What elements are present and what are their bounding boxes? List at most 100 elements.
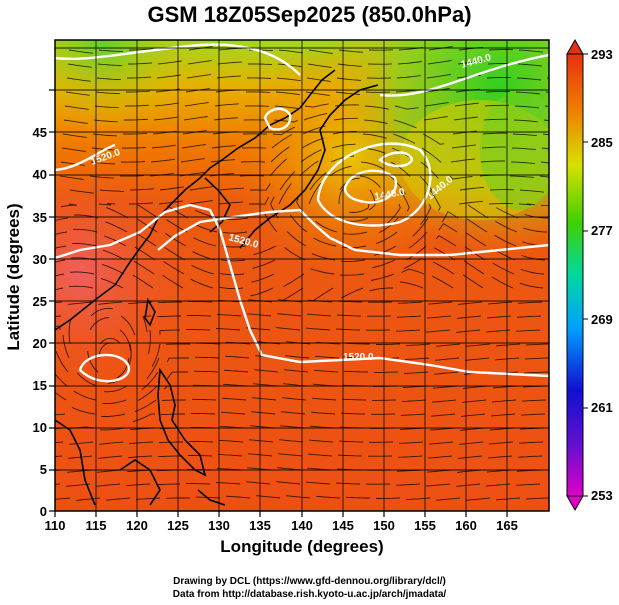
x-tick-label: 110 (45, 518, 66, 533)
streamline (55, 497, 71, 500)
streamline (126, 483, 151, 487)
streamline (492, 399, 517, 403)
streamline (412, 217, 429, 237)
streamline (540, 161, 549, 164)
streamline (426, 329, 451, 333)
streamline (335, 328, 361, 331)
y-tick-label: 15 (33, 378, 47, 393)
y-axis-title: Latitude (degrees) (4, 203, 23, 351)
streamline (153, 116, 178, 121)
streamline (523, 227, 548, 233)
streamline (359, 175, 381, 188)
streamline (330, 155, 355, 163)
streamline (422, 133, 445, 145)
streamline (76, 372, 98, 387)
streamline (132, 413, 156, 423)
colorbar-scale (566, 53, 584, 497)
streamline (395, 329, 421, 332)
streamline (387, 203, 401, 224)
streamline (185, 329, 211, 331)
colorbar: 253 261 269 277 285 293 (566, 38, 613, 512)
streamline (310, 268, 335, 275)
streamline (283, 273, 305, 287)
streamline (64, 105, 89, 110)
temperature-field (55, 40, 549, 511)
streamline (59, 175, 84, 180)
streamline (517, 455, 543, 458)
x-tick-label: 140 (291, 518, 313, 533)
streamline (225, 355, 250, 359)
streamline (542, 133, 549, 136)
streamline (463, 260, 485, 275)
streamline (167, 371, 188, 379)
streamline (378, 217, 399, 233)
streamline (193, 237, 217, 247)
streamline (517, 63, 542, 67)
y-tick-label: 40 (33, 167, 47, 182)
streamline (423, 116, 448, 121)
streamline (69, 285, 94, 289)
streamline (432, 261, 455, 275)
streamline (373, 245, 397, 256)
streamline (483, 118, 508, 121)
streamline (487, 63, 513, 65)
streamline (276, 77, 301, 82)
geopotential-contours (55, 43, 549, 383)
streamline (286, 231, 307, 247)
streamline (456, 329, 481, 333)
streamline (311, 411, 336, 415)
streamline (306, 481, 331, 485)
y-tick-label: 10 (33, 420, 47, 435)
streamline (343, 370, 369, 373)
streamline (134, 399, 157, 413)
streamline (155, 483, 181, 486)
y-tick-label: 5 (40, 462, 47, 477)
y-tick-label: 30 (33, 252, 47, 267)
streamline (69, 441, 94, 445)
streamline (55, 391, 67, 401)
streamline (71, 406, 96, 415)
streamline (300, 149, 322, 163)
streamline (142, 315, 152, 332)
streamline (129, 188, 155, 191)
streamline (431, 413, 456, 417)
streamline (273, 119, 298, 123)
streamline (104, 385, 128, 393)
streamline (272, 126, 296, 136)
streamline (525, 343, 549, 346)
colorbar-tick-label: 285 (591, 135, 613, 150)
streamline (308, 183, 322, 205)
streamline (215, 328, 241, 331)
y-axis-ticks: 0 5 10 15 20 25 30 35 40 45 (33, 89, 55, 519)
streamline (457, 315, 482, 319)
streamline (106, 497, 131, 501)
streamline (342, 245, 367, 249)
streamline (165, 233, 187, 247)
streamline (127, 76, 152, 79)
streamline (519, 282, 544, 289)
streamline (154, 102, 179, 107)
streamline (518, 203, 536, 206)
streamline (364, 105, 389, 110)
streamline (420, 203, 432, 225)
streamline (525, 497, 549, 500)
streamline (345, 342, 370, 345)
streamline (485, 90, 510, 93)
streamline (93, 119, 118, 123)
x-axis-ticks: 110 115 120 125 130 135 140 145 150 155 … (45, 511, 518, 533)
streamline (406, 245, 427, 261)
streamline (159, 329, 181, 335)
streamline (158, 200, 183, 205)
streamline (427, 60, 452, 65)
streamline (309, 439, 334, 443)
streamline (435, 235, 457, 247)
streamline (397, 61, 422, 65)
streamline (158, 441, 183, 444)
streamline (486, 329, 511, 333)
x-tick-label: 160 (455, 518, 477, 533)
streamline (306, 327, 331, 331)
streamline (389, 175, 406, 195)
streamline (98, 203, 116, 206)
streamline (135, 497, 161, 500)
streamline (428, 455, 453, 459)
